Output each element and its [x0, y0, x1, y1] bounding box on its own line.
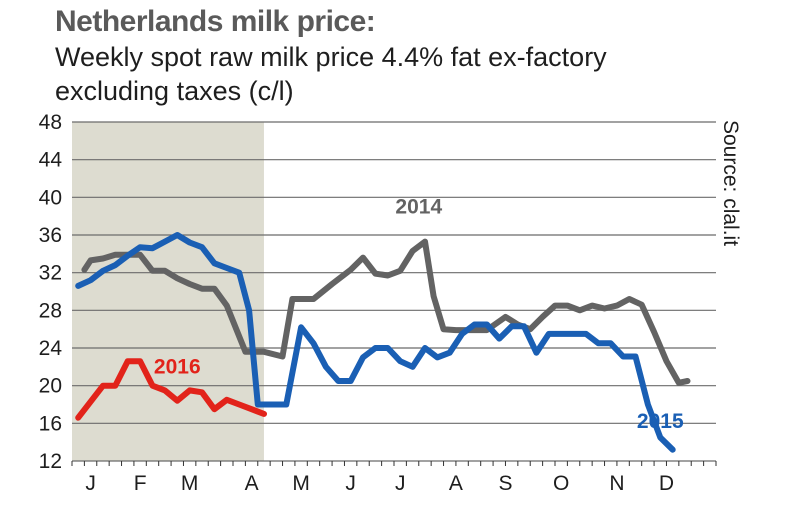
series-line-2014 — [81, 238, 691, 386]
y-tick-label: 36 — [39, 224, 62, 247]
x-tick-label-a: A — [449, 472, 463, 495]
series-label-2015: 2015 — [637, 410, 684, 433]
y-tick-label: 24 — [39, 337, 63, 360]
shaded-region — [72, 122, 264, 461]
x-tick-label-n: N — [609, 472, 624, 495]
x-tick-label-m: M — [292, 472, 310, 495]
y-tick-label: 28 — [39, 299, 62, 322]
x-tick-label-s: S — [498, 472, 512, 495]
x-tick-label-j: J — [395, 472, 406, 495]
x-tick-label-o: O — [553, 472, 569, 495]
series-line-2016 — [75, 358, 267, 421]
x-tick-label-d: D — [659, 472, 674, 495]
y-tick-label: 12 — [39, 450, 62, 473]
x-tick-label-j: J — [345, 472, 356, 495]
series-label-2014: 2014 — [395, 195, 442, 218]
chart-title: Netherlands milk price: — [55, 5, 376, 38]
x-tick-label-f: F — [134, 472, 147, 495]
series-line-2015 — [75, 232, 676, 453]
source-note: Source: clal.it — [719, 120, 742, 247]
y-tick-label: 48 — [39, 111, 62, 134]
series-label-2016: 2016 — [154, 355, 201, 378]
x-tick-label-m: M — [181, 472, 199, 495]
chart-subtitle: Weekly spot raw milk price 4.4% fat ex-f… — [55, 42, 607, 106]
y-tick-label: 40 — [39, 186, 62, 209]
y-tick-label: 16 — [39, 412, 62, 435]
y-tick-label: 44 — [39, 149, 63, 172]
x-tick-label-j: J — [85, 472, 96, 495]
x-tick-label-a: A — [245, 472, 259, 495]
y-tick-label: 20 — [39, 375, 62, 398]
y-tick-label: 32 — [39, 262, 62, 285]
